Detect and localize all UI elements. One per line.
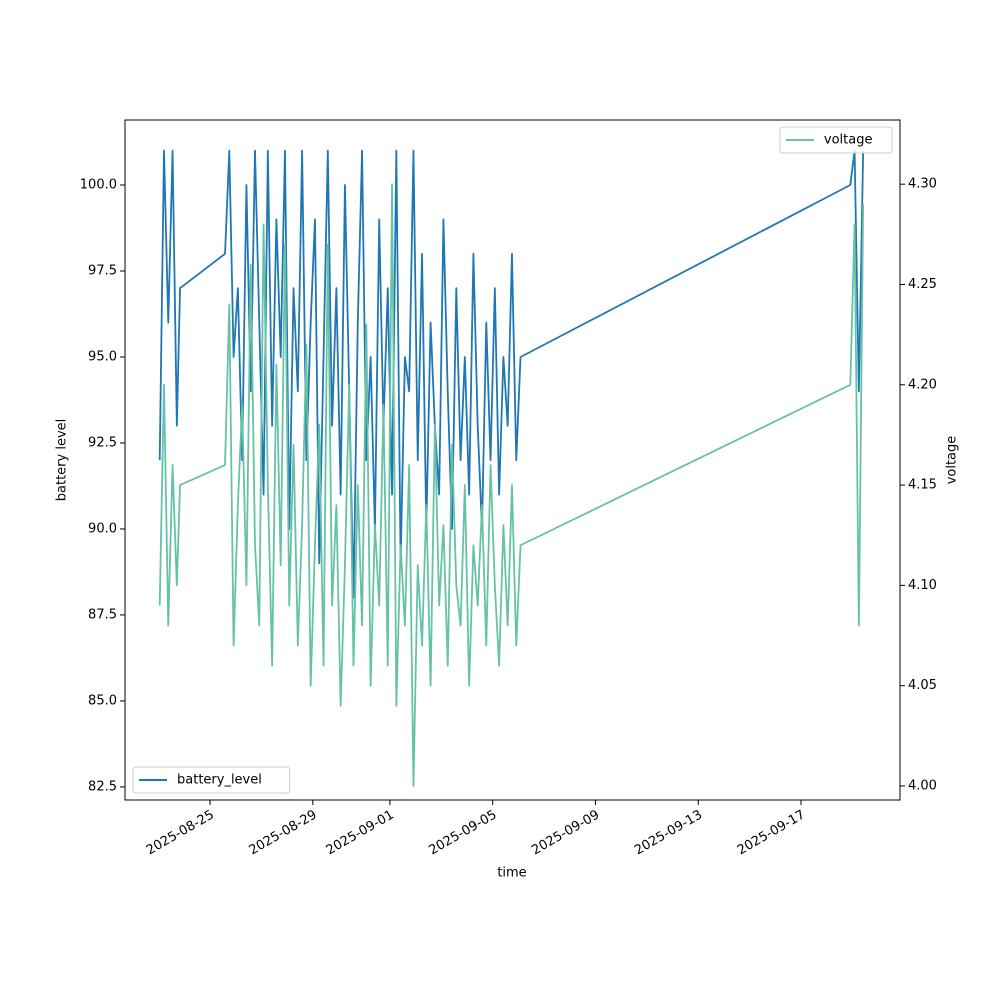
legend-box xyxy=(132,766,291,794)
y-tick-label: 92.5 xyxy=(88,435,117,450)
y2-tick-label: 4.00 xyxy=(908,778,937,793)
y2-axis-label: voltage xyxy=(945,436,960,485)
y-tick-label: 87.5 xyxy=(88,607,117,622)
legend-label: battery_level xyxy=(177,773,262,788)
y-tick-label: 97.5 xyxy=(88,263,117,278)
plot-frame xyxy=(124,119,901,801)
y2-tick-label: 4.20 xyxy=(908,377,937,392)
y-tick-label: 100.0 xyxy=(80,178,117,193)
y2-tick-label: 4.30 xyxy=(908,177,937,192)
legend-label: voltage xyxy=(824,133,873,148)
legend: battery_level xyxy=(132,766,291,794)
x-axis-label: time xyxy=(497,866,526,881)
y2-tick-label: 4.05 xyxy=(908,678,937,693)
y2-tick-label: 4.10 xyxy=(908,578,937,593)
y-tick-label: 82.5 xyxy=(88,779,117,794)
y-tick-label: 95.0 xyxy=(88,349,117,364)
legend: voltage xyxy=(779,126,893,154)
y2-tick-label: 4.15 xyxy=(908,478,937,493)
y2-tick-label: 4.25 xyxy=(908,277,937,292)
legend-box xyxy=(779,126,893,154)
y-tick-label: 90.0 xyxy=(88,521,117,536)
y-axis-label: battery level xyxy=(55,419,70,502)
y-tick-label: 85.0 xyxy=(88,693,117,708)
line xyxy=(158,183,865,787)
